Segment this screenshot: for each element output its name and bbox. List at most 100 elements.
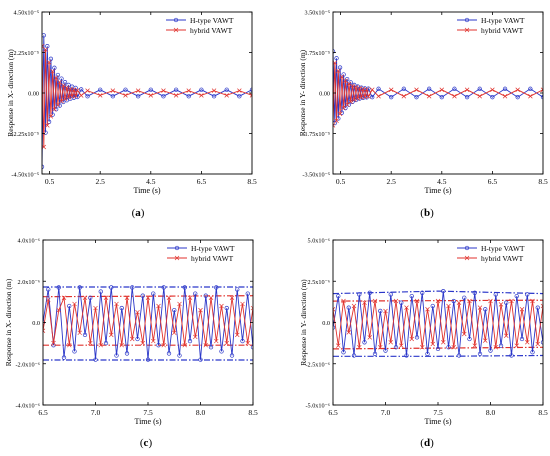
data-point-hybrid	[78, 93, 84, 98]
data-point-hybrid	[514, 343, 519, 348]
data-point-h-type	[203, 293, 208, 298]
data-point-hybrid	[439, 87, 445, 93]
data-point-hybrid	[64, 85, 70, 90]
data-point-h-type	[173, 87, 179, 92]
chart-panel-3: 6.5 7.0 7.5 8.0 8.5 -4.0x10⁻⁶ -2.0x10⁻⁶ 0.0 2.0x…	[4, 238, 258, 450]
x-tick-label: 8.5	[248, 408, 258, 417]
data-point-h-type	[341, 350, 346, 355]
chart-panel-1: 0.5 2.5 4.5 6.5 8.5 -4.50x10⁻⁵ -2.25x10⁻⁵ 0.00 2…	[6, 10, 257, 220]
data-point-h-type	[85, 94, 90, 99]
data-point-h-type	[245, 291, 250, 296]
data-point-h-type	[224, 87, 229, 92]
data-point-hybrid	[219, 303, 224, 309]
data-point-h-type	[66, 82, 71, 88]
data-point-hybrid	[46, 297, 51, 303]
data-point-h-type	[156, 343, 161, 348]
data-point-h-type	[401, 86, 406, 91]
data-point-h-type	[109, 285, 114, 290]
y-tick-label: 5.0x10⁻⁶	[308, 238, 330, 245]
legend-label: H-type VAWT	[481, 244, 525, 253]
x-tick-label: 7.5	[433, 408, 443, 417]
data-point-h-type	[56, 285, 61, 290]
plot-area	[42, 33, 252, 169]
data-point-hybrid	[67, 342, 72, 348]
series-line-h-type	[43, 287, 253, 360]
y-tick-label: -2.25x10⁻⁵	[11, 131, 39, 138]
x-tick-label: 8.5	[247, 177, 257, 186]
data-point-hybrid	[151, 338, 156, 344]
data-point-h-type	[451, 298, 456, 304]
series-markers-hybrid	[333, 60, 543, 128]
chart-panel-2: 0.5 2.5 4.5 6.5 8.5 -3.50x10⁻⁵ -1.75x10⁻⁵ 0.00 1…	[298, 10, 548, 220]
data-point-h-type	[472, 290, 477, 295]
data-point-h-type	[364, 95, 369, 100]
panel-label: (b)	[420, 207, 434, 219]
data-point-h-type	[57, 103, 62, 108]
data-point-h-type	[211, 94, 217, 99]
data-point-hybrid	[360, 86, 366, 92]
data-point-h-type	[357, 292, 362, 297]
series-line-h-type	[333, 291, 543, 356]
data-point-hybrid	[446, 303, 451, 309]
y-tick-label: -2.0x10⁻⁶	[16, 361, 41, 368]
data-point-hybrid	[401, 93, 407, 99]
data-point-hybrid	[55, 102, 61, 107]
data-point-h-type	[376, 86, 381, 91]
data-point-h-type	[214, 285, 219, 290]
data-point-hybrid	[452, 93, 457, 99]
data-point-hybrid	[123, 93, 128, 98]
data-point-hybrid	[362, 300, 367, 305]
plot-frame	[42, 239, 254, 406]
legend-marker	[173, 17, 179, 23]
data-point-h-type	[362, 340, 367, 345]
data-point-h-type	[345, 76, 350, 82]
data-point-hybrid	[488, 298, 493, 304]
data-point-hybrid	[515, 87, 520, 93]
data-point-h-type	[140, 293, 145, 298]
data-point-h-type	[182, 285, 187, 290]
data-point-hybrid	[250, 305, 253, 311]
data-point-hybrid	[509, 298, 514, 304]
data-point-hybrid	[420, 345, 425, 350]
data-point-hybrid	[333, 307, 336, 312]
data-point-hybrid	[249, 93, 252, 98]
series-line-h-type	[42, 35, 252, 167]
data-point-hybrid	[462, 331, 467, 337]
data-point-hybrid	[472, 343, 477, 348]
data-point-hybrid	[53, 75, 59, 80]
data-point-h-type	[73, 85, 78, 91]
data-point-h-type	[367, 290, 372, 295]
x-tick-label: 7.5	[143, 408, 153, 417]
data-point-h-type	[82, 332, 88, 338]
data-point-hybrid	[467, 298, 472, 304]
data-point-h-type	[483, 307, 488, 312]
data-point-h-type	[123, 87, 128, 92]
x-axis-title: Time (s)	[133, 186, 160, 195]
data-point-h-type	[161, 94, 166, 99]
data-point-h-type	[372, 351, 378, 357]
data-point-h-type	[456, 353, 462, 358]
data-point-hybrid	[85, 88, 90, 93]
data-point-hybrid	[414, 298, 420, 304]
data-point-h-type	[93, 357, 98, 362]
data-point-hybrid	[52, 106, 57, 112]
data-point-hybrid	[109, 332, 114, 338]
data-point-hybrid	[378, 345, 383, 350]
data-point-hybrid	[229, 295, 235, 300]
data-point-h-type	[235, 287, 240, 292]
series-markers-h-type	[333, 289, 543, 358]
data-point-h-type	[124, 351, 130, 356]
data-point-hybrid	[56, 307, 61, 313]
legend-marker	[464, 17, 470, 23]
x-tick-label: 7.0	[91, 408, 101, 417]
data-point-hybrid	[61, 295, 67, 300]
data-point-h-type	[135, 336, 140, 342]
data-point-h-type	[525, 292, 530, 297]
y-tick-label: 2.25x10⁻⁵	[13, 50, 39, 57]
data-point-h-type	[383, 348, 388, 353]
data-point-hybrid	[173, 93, 179, 98]
data-point-hybrid	[451, 345, 456, 350]
data-point-hybrid	[519, 307, 525, 312]
